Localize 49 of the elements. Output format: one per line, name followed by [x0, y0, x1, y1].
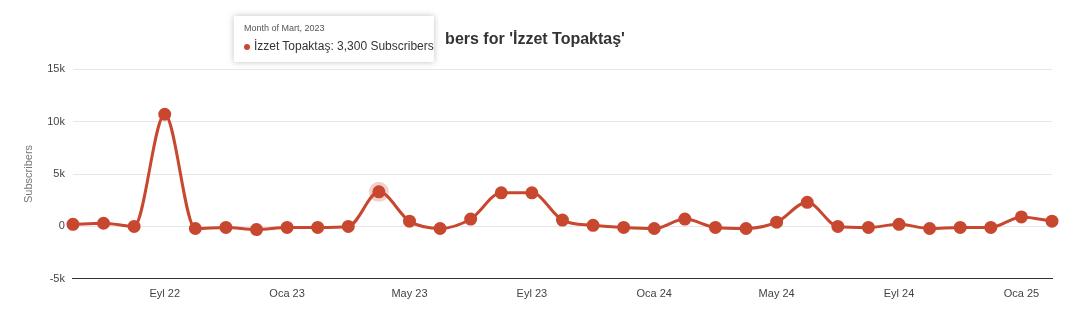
point [280, 220, 294, 234]
x-tick-label: Eyl 22 [149, 287, 181, 300]
x-tick-label: Eyl 24 [883, 287, 915, 300]
point [1045, 214, 1059, 228]
y-tick-label: -5k [49, 271, 66, 284]
point [800, 195, 814, 209]
point [464, 212, 478, 226]
point [525, 186, 539, 200]
point [831, 219, 845, 233]
y-axis-title: Subscribers [21, 144, 34, 204]
point [892, 217, 906, 231]
point [494, 186, 508, 200]
y-tick-label: 5k [53, 167, 66, 180]
y-tick-label: 10k [47, 114, 66, 127]
y-tick-label: 0 [58, 219, 65, 232]
point [678, 212, 692, 226]
text: İzzet Topaktaş: 3,300 Subscribers [253, 39, 434, 54]
x-tick-label: Oca 24 [636, 287, 672, 300]
point [402, 214, 416, 228]
point [708, 220, 722, 234]
x-tick-label: Eyl 23 [516, 287, 548, 300]
x-tick-label: May 24 [758, 287, 795, 300]
point [984, 220, 998, 234]
point [617, 220, 631, 234]
point [1014, 210, 1028, 224]
point [188, 222, 202, 235]
point [586, 218, 600, 232]
point [219, 220, 233, 234]
y-tick-label: 15k [47, 62, 66, 75]
point [953, 220, 967, 234]
point [647, 222, 661, 235]
x-tick-label: Oca 25 [1003, 287, 1040, 300]
point [250, 223, 264, 237]
x-tick-label: Oca 23 [269, 287, 305, 300]
point [341, 219, 355, 233]
text: Month of Mart, 2023 [243, 23, 325, 34]
point [770, 215, 784, 229]
point [555, 213, 569, 227]
point [739, 222, 753, 235]
point [97, 216, 111, 230]
chart-title: bers for 'İzzet Topaktaş' [445, 30, 625, 48]
point [861, 220, 875, 234]
x-tick-label: May 23 [391, 287, 428, 300]
point [127, 219, 141, 233]
point [66, 217, 80, 231]
point [433, 222, 447, 235]
point [311, 220, 325, 234]
point [158, 107, 172, 121]
point [923, 222, 937, 235]
